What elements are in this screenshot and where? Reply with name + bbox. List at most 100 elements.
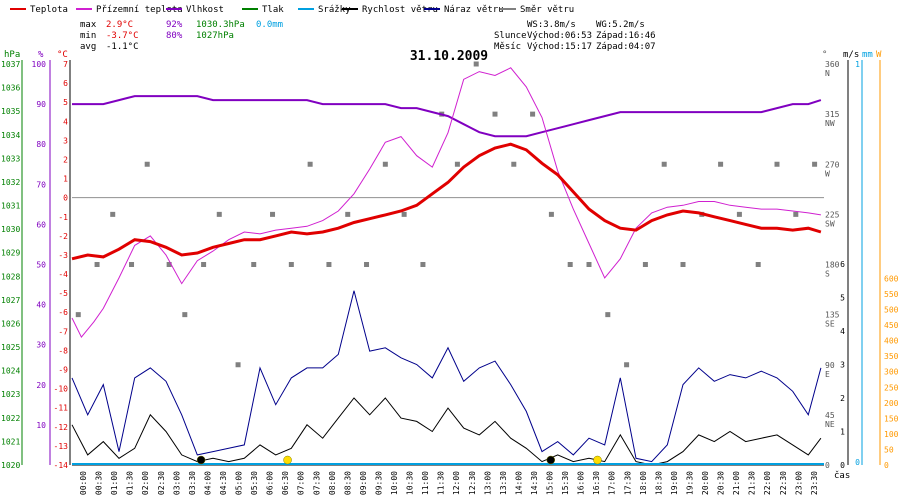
- x-axis-unit: čas: [834, 470, 850, 481]
- x-tick: 09:00: [359, 471, 368, 495]
- humidity-tick: 50: [36, 261, 46, 270]
- direction-point: [774, 161, 780, 167]
- stat-max-rain: 0.0mm: [256, 20, 283, 30]
- stat-max-pres: 1030.3hPa: [196, 20, 245, 30]
- direction-tick: 135: [825, 311, 840, 320]
- x-tick: 08:00: [328, 471, 337, 495]
- solar-tick: 350: [884, 352, 899, 361]
- legend: Teplota Přízemní teplota Vlhkost Tlak Srážky…: [10, 5, 574, 15]
- event-marker: [196, 455, 206, 465]
- series-humidity-line: [72, 95, 822, 138]
- direction-point: [454, 161, 460, 167]
- x-tick: 19:30: [685, 471, 694, 495]
- direction-point: [94, 262, 100, 267]
- x-tick: 22:30: [779, 471, 788, 495]
- pressure-tick: 1021: [1, 437, 20, 446]
- x-tick: 17:00: [608, 471, 617, 495]
- stat-avg-temp: -1.1°C: [106, 42, 139, 52]
- rain-axis-label: mm: [862, 50, 873, 60]
- rain-tick: 1: [855, 60, 860, 69]
- x-tick: 12:00: [452, 471, 461, 495]
- x-tick: 18:00: [639, 471, 648, 495]
- humidity-tick: 80: [36, 140, 46, 149]
- temperature-tick: -9: [58, 366, 68, 375]
- sun-set: Západ:16:46: [596, 31, 656, 41]
- direction-name: N: [825, 69, 830, 78]
- direction-point: [288, 262, 294, 267]
- solar-tick: 550: [884, 290, 899, 299]
- temperature-axis-label: °C: [57, 50, 68, 60]
- x-tick: 00:30: [95, 471, 104, 495]
- temperature-tick: -3: [58, 251, 68, 260]
- x-tick: 06:30: [281, 471, 290, 495]
- pressure-tick: 1024: [1, 367, 20, 376]
- x-tick: 11:30: [437, 471, 446, 495]
- moon-rise: Východ:15:17: [527, 42, 592, 52]
- x-tick: 03:00: [172, 471, 181, 495]
- direction-point: [624, 362, 630, 368]
- solar-tick: 250: [884, 383, 899, 392]
- humidity-tick: 60: [36, 220, 46, 229]
- direction-tick: 225: [825, 210, 840, 219]
- solar-tick: 500: [884, 306, 899, 315]
- moon-set: Západ:04:07: [596, 42, 656, 52]
- wind-tick: 6: [840, 260, 845, 269]
- series-ground-temp-line: [71, 67, 821, 339]
- temperature-tick: 0: [63, 194, 68, 203]
- pressure-tick: 1026: [1, 319, 20, 328]
- temperature-tick: 3: [63, 136, 68, 145]
- x-tick: 11:00: [421, 471, 430, 495]
- direction-point: [216, 211, 222, 217]
- direction-tick: 45: [825, 411, 835, 420]
- humidity-tick: 70: [36, 180, 46, 189]
- x-tick: 23:00: [794, 471, 803, 495]
- temperature-tick: -12: [54, 423, 69, 432]
- direction-point: [401, 211, 407, 217]
- legend-label: Tlak: [262, 5, 284, 15]
- x-tick: 13:30: [499, 471, 508, 495]
- pressure-axis-label: hPa: [4, 50, 20, 60]
- direction-point: [166, 262, 172, 267]
- pressure-tick: 1035: [1, 107, 20, 116]
- wind-wg: WG:5.2m/s: [596, 20, 645, 30]
- temperature-tick: -6: [58, 308, 68, 317]
- series-wind-line: [71, 397, 822, 466]
- temperature-tick: -5: [58, 289, 68, 298]
- direction-point: [75, 312, 81, 318]
- direction-name: NW: [825, 119, 835, 128]
- pressure-tick: 1025: [1, 343, 20, 352]
- direction-tick: 90: [825, 361, 835, 370]
- temperature-tick: -4: [58, 270, 68, 279]
- direction-point: [382, 161, 388, 167]
- temperature-tick: -7: [58, 327, 68, 336]
- temperature-tick: -2: [58, 232, 68, 241]
- stat-avg-label: avg: [80, 42, 96, 52]
- solar-tick: 200: [884, 399, 899, 408]
- x-tick: 07:30: [312, 471, 321, 495]
- direction-point: [270, 211, 276, 217]
- direction-name: NE: [825, 420, 835, 429]
- direction-point: [736, 211, 742, 217]
- moon-label: Měsíc: [494, 42, 521, 52]
- direction-tick: 180: [825, 261, 840, 270]
- pressure-tick: 1037: [1, 60, 20, 69]
- wind-tick: 3: [840, 361, 845, 370]
- x-tick: 09:30: [374, 471, 383, 495]
- x-tick: 17:30: [623, 471, 632, 495]
- pressure-tick: 1029: [1, 249, 20, 258]
- temperature-tick: 2: [63, 155, 68, 164]
- stats-panel: max 2.9°C 92% 1030.3hPa 0.0mm min -3.7°C 80% 102…: [80, 20, 656, 52]
- direction-axis-label: °: [822, 50, 827, 60]
- temperature-tick: -10: [54, 385, 69, 394]
- x-tick: 03:30: [188, 471, 197, 495]
- humidity-tick: 20: [36, 381, 46, 390]
- direction-point: [420, 262, 426, 267]
- direction-tick: 360: [825, 60, 840, 69]
- direction-point: [642, 262, 648, 267]
- stat-max-label: max: [80, 20, 97, 30]
- direction-point: [511, 161, 517, 167]
- stat-max-hum: 92%: [166, 20, 183, 30]
- wind-tick: 1: [840, 428, 845, 437]
- x-tick: 23:30: [810, 471, 819, 495]
